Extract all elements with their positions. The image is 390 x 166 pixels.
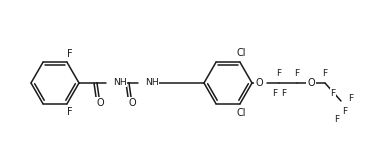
Text: F: F xyxy=(335,115,340,124)
Text: F: F xyxy=(330,88,335,97)
Text: F: F xyxy=(282,88,287,97)
Text: Cl: Cl xyxy=(236,108,246,118)
Text: O: O xyxy=(255,78,263,88)
Text: F: F xyxy=(342,107,347,116)
Text: F: F xyxy=(67,107,73,117)
Text: O: O xyxy=(307,78,315,88)
Text: F: F xyxy=(273,88,278,97)
Text: F: F xyxy=(348,93,354,102)
Text: NH: NH xyxy=(113,78,127,86)
Text: F: F xyxy=(67,49,73,59)
Text: F: F xyxy=(294,69,300,78)
Text: F: F xyxy=(277,69,282,78)
Text: O: O xyxy=(96,98,104,108)
Text: F: F xyxy=(323,69,328,78)
Text: Cl: Cl xyxy=(236,48,246,58)
Text: O: O xyxy=(128,98,136,108)
Text: NH: NH xyxy=(145,78,159,86)
